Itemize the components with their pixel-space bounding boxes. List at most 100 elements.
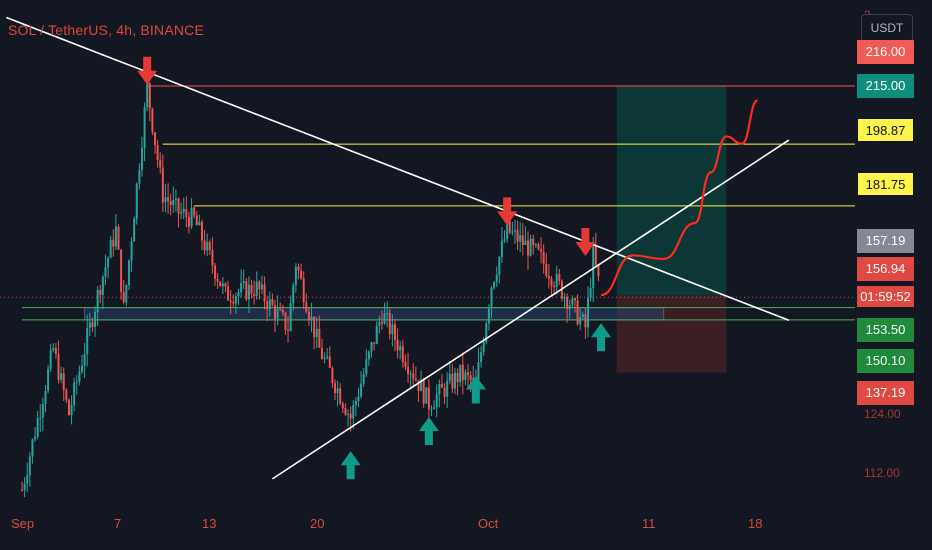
candle-body <box>341 403 344 409</box>
candle-body <box>420 380 423 392</box>
candle-body <box>70 405 73 416</box>
candle-body <box>425 387 428 404</box>
candle-body <box>274 305 277 319</box>
candle-body <box>347 413 350 415</box>
candle-body <box>49 350 52 369</box>
candle-body <box>315 328 318 338</box>
candle-body <box>568 305 571 310</box>
candle-body <box>31 439 34 457</box>
price-label: 157.19 <box>857 229 914 253</box>
candle-body <box>114 226 117 247</box>
candle-body <box>362 374 365 384</box>
candle-body <box>120 249 123 293</box>
candle-body <box>104 267 107 277</box>
candle-body <box>404 361 407 367</box>
position-target-zone <box>616 86 727 296</box>
x-tick-label: 11 <box>642 516 656 531</box>
down-arrow-icon <box>137 56 158 85</box>
candle-body <box>143 107 146 148</box>
candle-body <box>459 364 462 383</box>
candle-body <box>54 348 57 355</box>
candle-body <box>438 383 441 395</box>
candle-body <box>156 145 159 160</box>
candle-body <box>47 368 50 391</box>
candle-body <box>276 308 279 319</box>
candle-body <box>263 284 266 302</box>
candle-body <box>122 292 125 303</box>
candle-body <box>190 207 193 227</box>
candle-body <box>237 292 240 297</box>
currency-button[interactable]: USDT <box>861 14 913 42</box>
up-arrow <box>340 451 361 480</box>
position-stop-zone <box>616 295 727 373</box>
candle-body <box>537 244 540 249</box>
candle-body <box>187 216 190 227</box>
candle-body <box>203 240 206 251</box>
candle-body <box>453 372 456 389</box>
candle-body <box>185 209 188 217</box>
candle-body <box>125 284 128 303</box>
candle-body <box>250 284 253 294</box>
candle-body <box>581 314 584 318</box>
candle-body <box>180 212 183 214</box>
candle-body <box>336 388 339 393</box>
candle-body <box>331 368 334 384</box>
price-label: 181.75 <box>857 172 914 196</box>
candle-body <box>412 373 415 379</box>
candle-body <box>133 218 136 242</box>
candle-body <box>490 287 493 309</box>
candle-body <box>451 373 454 389</box>
candle-body <box>477 362 480 382</box>
candle-body <box>503 239 506 241</box>
up-arrow-icon <box>418 417 439 445</box>
up-arrow <box>418 417 439 445</box>
candle-body <box>258 281 261 290</box>
candle-body <box>112 239 115 247</box>
candle-body <box>508 221 511 233</box>
candle-body <box>545 263 548 276</box>
candle-body <box>148 83 151 109</box>
candle-body <box>367 351 370 360</box>
candle-body <box>219 281 222 287</box>
price-label: 215.00 <box>857 74 914 98</box>
candle-body <box>414 378 417 381</box>
candle-body <box>344 408 347 415</box>
candle-body <box>563 296 566 299</box>
candle-body <box>23 483 26 490</box>
candle-body <box>211 250 214 266</box>
candle-body <box>386 313 389 315</box>
candle-body <box>472 377 475 381</box>
candle-body <box>521 235 524 246</box>
candle-body <box>294 266 297 286</box>
candle-body <box>227 286 230 301</box>
candle-body <box>597 264 600 277</box>
candle-body <box>130 241 133 261</box>
candle-body <box>195 215 198 226</box>
candle-body <box>67 399 70 416</box>
candle-body <box>279 308 282 310</box>
candle-body <box>94 312 97 327</box>
x-tick-label: 18 <box>748 516 763 531</box>
candle-body <box>198 222 201 226</box>
candle-body <box>401 346 404 362</box>
candle-body <box>174 198 177 200</box>
candle-body <box>435 394 438 408</box>
candle-body <box>78 371 81 382</box>
up-arrow <box>465 375 486 404</box>
candle-body <box>75 381 78 383</box>
candle-body <box>323 357 326 359</box>
candle-body <box>255 281 258 296</box>
price-label: 156.94 <box>857 257 914 281</box>
candle-body <box>34 436 37 440</box>
candle-body <box>584 314 587 328</box>
candle-body <box>571 298 574 306</box>
candle-body <box>393 324 396 340</box>
countdown-label: 01:59:52 <box>857 286 914 307</box>
candle-body <box>172 199 175 205</box>
candle-body <box>349 413 352 419</box>
candle-body <box>357 396 360 401</box>
candle-body <box>138 170 141 184</box>
candle-body <box>39 417 42 419</box>
